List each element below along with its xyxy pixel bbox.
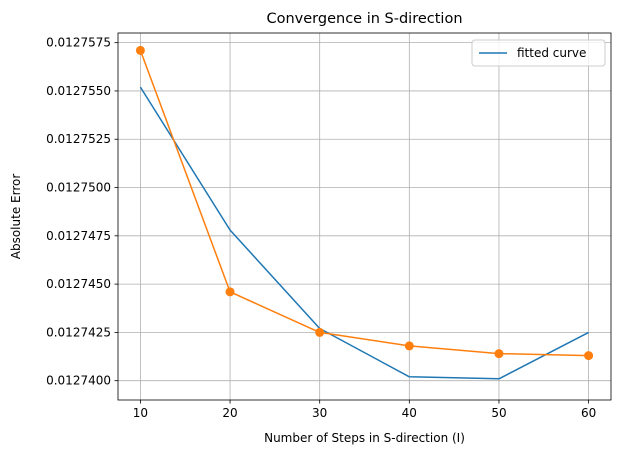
y-tick-label: 0.0127575 [46,36,111,50]
y-tick-label: 0.0127525 [46,132,111,146]
grid [118,33,611,400]
series-point [135,45,145,55]
x-tick-label: 60 [581,406,596,420]
series-layer [135,45,594,380]
x-tick-label: 10 [133,406,148,420]
legend-label-fitted-curve: fitted curve [517,46,586,60]
x-axis: 10 20 30 40 50 60 [133,400,596,420]
series-line-1 [139,50,589,357]
series-point [225,287,235,297]
series-line-0 [139,86,589,380]
chart-title: Convergence in S-direction [266,11,462,27]
series-point [315,327,325,337]
series-point [584,351,594,361]
x-tick-label: 50 [491,406,506,420]
y-tick-label: 0.0127425 [46,325,111,339]
legend-box [471,39,606,67]
series-point [494,349,504,359]
y-tick-label: 0.0127475 [46,229,111,243]
x-tick-label: 40 [402,406,417,420]
legend: fitted curve [471,39,606,67]
series-point [404,341,414,351]
y-tick-label: 0.0127500 [46,181,111,195]
y-tick-label: 0.0127550 [46,84,111,98]
x-tick-label: 20 [222,406,237,420]
y-axis-title: Absolute Error [9,174,23,260]
x-axis-title: Number of Steps in S-direction (I) [264,431,465,445]
y-tick-label: 0.0127450 [46,277,111,291]
y-tick-label: 0.0127400 [46,374,111,388]
plot-frame [117,32,612,401]
y-axis: 0.0127400 0.0127425 0.0127450 0.0127475 0.01… [46,36,118,388]
x-tick-label: 30 [312,406,327,420]
